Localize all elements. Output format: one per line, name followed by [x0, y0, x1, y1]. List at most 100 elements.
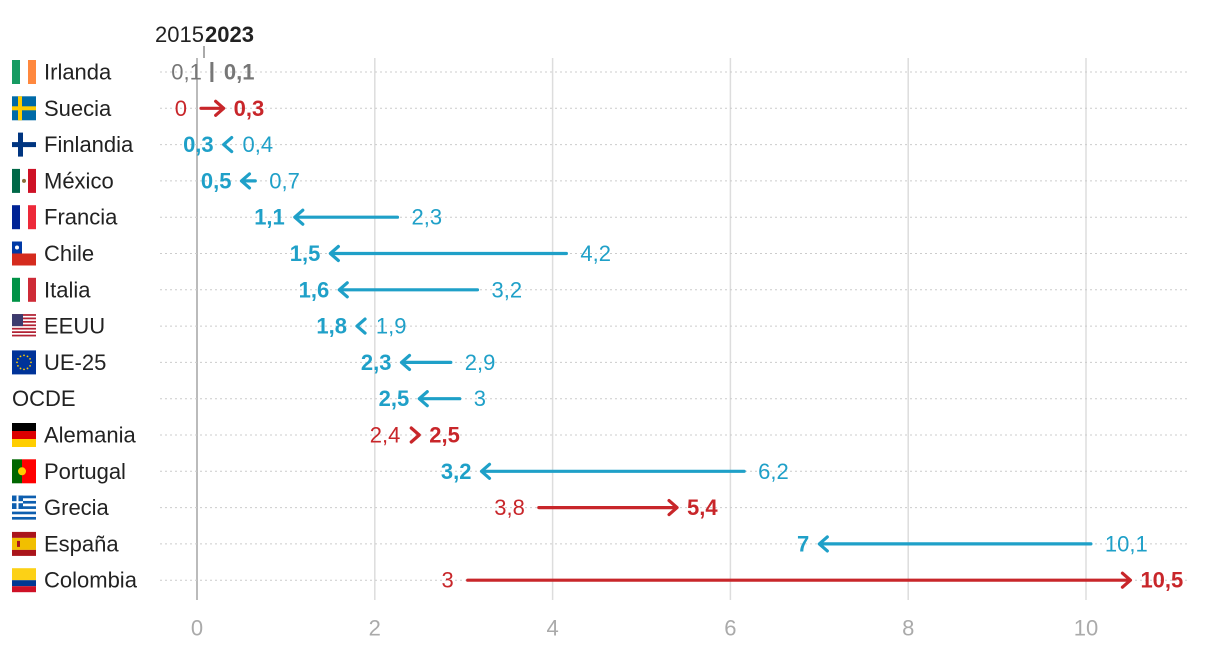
legend-header: 2015 2023 [155, 22, 254, 47]
row-irlanda: Irlanda 0,1 0,1 [12, 60, 254, 85]
value-2023-label: 0,1 [224, 60, 255, 85]
row-ocde: OCDE 3 2,5 [12, 386, 486, 411]
ireland-flag [12, 60, 36, 84]
row-colombia: Colombia 3 10,5 [12, 568, 1183, 593]
x-tick-label: 10 [1074, 616, 1098, 641]
country-label: Alemania [44, 423, 136, 448]
row-españa: España 10,1 7 [12, 531, 1148, 556]
value-2015-label: 2,3 [411, 205, 442, 230]
value-2023-label: 2,3 [361, 350, 392, 375]
value-2023-label: 1,5 [290, 241, 321, 266]
country-label: México [44, 168, 114, 193]
country-label: Colombia [44, 568, 138, 593]
row-méxico: México 0,7 0,5 [12, 168, 300, 193]
row-chile: Chile 4,2 1,5 [12, 241, 611, 266]
country-label: España [44, 531, 119, 556]
arrow-head [1120, 571, 1133, 589]
row-grecia: Grecia 3,8 5,4 [12, 495, 718, 520]
row-ue-25: UE-25 2,9 2,3 [12, 350, 495, 375]
portugal-flag [12, 459, 36, 484]
x-tick-label: 4 [546, 616, 558, 641]
value-2015-label: 3,8 [494, 495, 525, 520]
mexico-flag [12, 168, 36, 193]
finland-flag [12, 132, 36, 157]
x-tick-label: 8 [902, 616, 914, 641]
country-label: Chile [44, 241, 94, 266]
row-francia: Francia 2,3 1,1 [12, 205, 442, 230]
value-2023-label: 0,5 [201, 168, 232, 193]
value-2015-label: 3,2 [491, 277, 522, 302]
value-2015-label: 2,9 [465, 350, 496, 375]
row-eeuu: EEUU 1,9 1,8 [12, 314, 407, 339]
value-2023-label: 1,1 [254, 205, 285, 230]
value-2015-label: 3 [474, 386, 486, 411]
value-2015-label: 4,2 [580, 241, 611, 266]
eu-flag [12, 350, 36, 375]
arrow-head [399, 353, 412, 371]
italy-flag [12, 277, 36, 302]
value-2023-label: 0,3 [234, 96, 265, 121]
value-2015-label: 0,4 [243, 132, 274, 157]
value-2023-label: 7 [797, 531, 809, 556]
country-label: UE-25 [44, 350, 106, 375]
value-2023-label: 0,3 [183, 132, 214, 157]
country-label: Suecia [44, 96, 112, 121]
country-label: Finlandia [44, 132, 134, 157]
value-2015-label: 0,1 [171, 60, 202, 85]
value-2015-label: 6,2 [758, 459, 789, 484]
country-label: Italia [44, 277, 91, 302]
value-2023-label: 2,5 [429, 423, 460, 448]
value-2015-label: 2,4 [370, 423, 401, 448]
row-suecia: Suecia 0 0,3 [12, 96, 264, 121]
country-label: Francia [44, 205, 118, 230]
arrow-head [479, 462, 492, 480]
value-2023-label: 3,2 [441, 459, 472, 484]
row-finlandia: Finlandia 0,4 0,3 [12, 132, 273, 157]
country-label: EEUU [44, 314, 105, 339]
chile-flag [12, 241, 36, 266]
country-label: Irlanda [44, 60, 112, 85]
value-2015-label: 0 [175, 96, 187, 121]
arrow-head [417, 390, 429, 408]
value-2023-label: 10,5 [1140, 568, 1183, 593]
arrow-head [355, 317, 367, 335]
legend-end-label: 2023 [205, 22, 254, 47]
arrow-head [667, 499, 679, 517]
country-label: OCDE [12, 386, 76, 411]
greece-flag [12, 495, 36, 520]
usa-flag [12, 314, 36, 339]
value-2015-label: 1,9 [376, 314, 407, 339]
value-2023-label: 1,6 [299, 277, 330, 302]
germany-flag [12, 423, 36, 447]
france-flag [12, 205, 36, 230]
arrow-head [337, 281, 349, 299]
grid-layer [160, 46, 1190, 600]
colombia-flag [12, 568, 36, 593]
value-2023-label: 2,5 [379, 386, 410, 411]
x-tick-label: 6 [724, 616, 736, 641]
arrow-head [817, 535, 829, 553]
legend-start-label: 2015 [155, 22, 204, 47]
arrow-head [409, 426, 421, 444]
row-portugal: Portugal 6,2 3,2 [12, 459, 789, 484]
arrow-head [328, 244, 340, 263]
sweden-flag [12, 96, 36, 121]
value-2015-label: 10,1 [1105, 531, 1148, 556]
x-tick-label: 0 [191, 616, 203, 641]
value-2015-label: 0,7 [269, 168, 300, 193]
row-italia: Italia 3,2 1,6 [12, 277, 522, 302]
arrow-head [239, 172, 252, 190]
country-label: Portugal [44, 459, 126, 484]
spain-flag [12, 531, 36, 556]
value-2023-label: 1,8 [316, 314, 347, 339]
x-tick-label: 2 [369, 616, 381, 641]
value-2023-label: 5,4 [687, 495, 718, 520]
country-label: Grecia [44, 495, 110, 520]
value-2015-label: 3 [441, 568, 453, 593]
arrow-head [293, 208, 305, 226]
row-alemania: Alemania 2,4 2,5 [12, 423, 460, 448]
x-axis: 0 2 4 6 8 10 [191, 616, 1098, 641]
rows-layer: Irlanda 0,1 0,1 Suecia 0 0,3 Finlandia 0,4 0,3 Mé… [12, 60, 1183, 593]
arrow-head [222, 136, 234, 154]
